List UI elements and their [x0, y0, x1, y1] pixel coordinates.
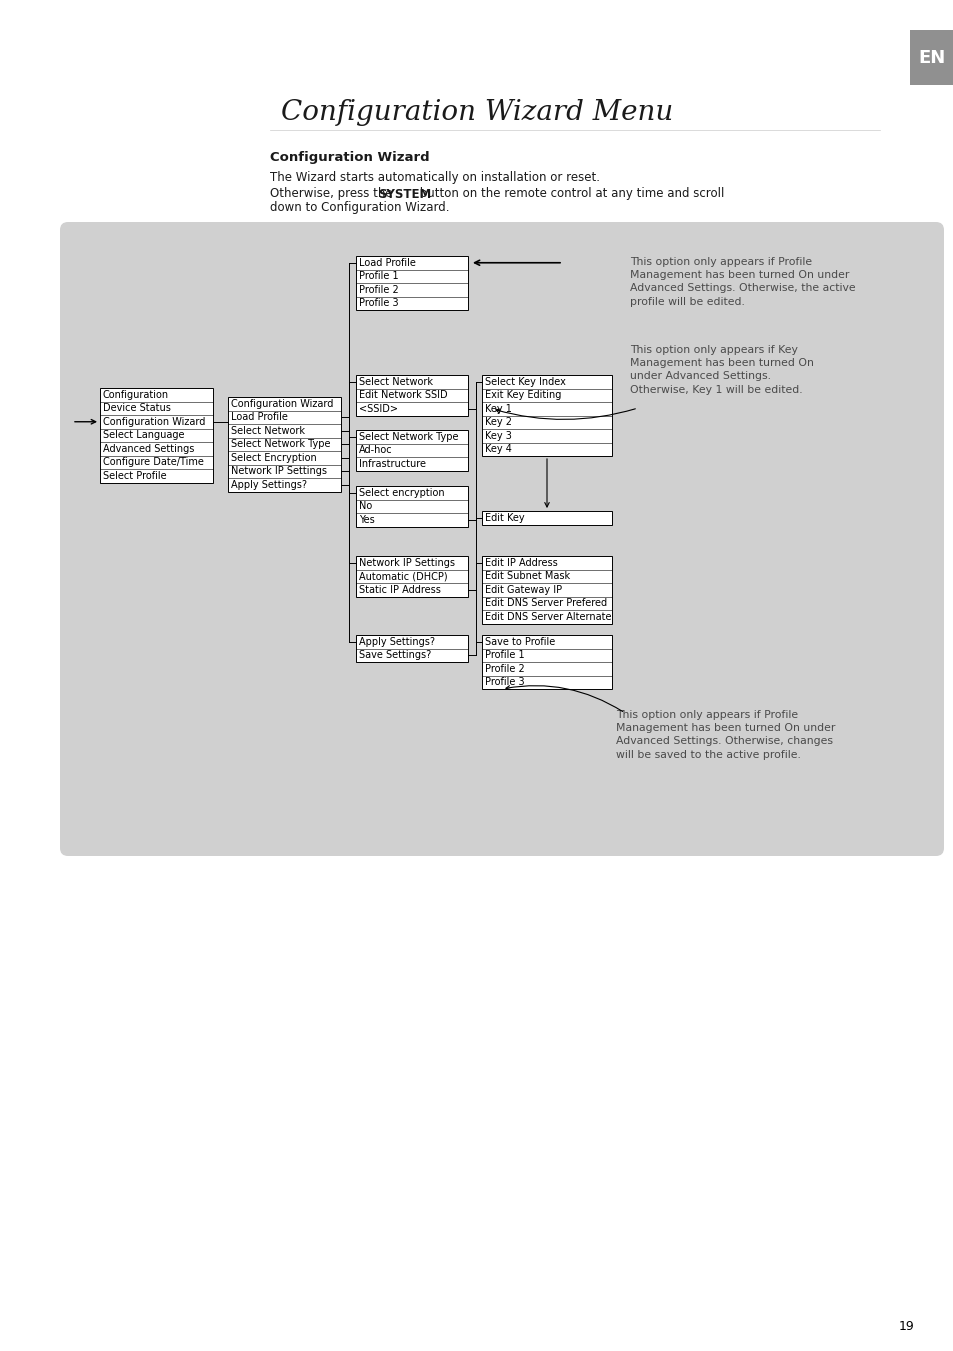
Bar — [355, 430, 468, 470]
Text: Yes: Yes — [358, 515, 375, 524]
Text: Select Network Type: Select Network Type — [358, 432, 458, 442]
Text: This option only appears if Key
Management has been turned On
under Advanced Set: This option only appears if Key Manageme… — [629, 345, 813, 394]
Text: Edit DNS Server Prefered: Edit DNS Server Prefered — [484, 598, 606, 608]
Text: Edit IP Address: Edit IP Address — [484, 558, 558, 567]
Text: <SSID>: <SSID> — [358, 404, 397, 413]
Text: Profile 2: Profile 2 — [358, 285, 398, 295]
Text: Otherwise, press the: Otherwise, press the — [270, 188, 395, 200]
Text: Profile 3: Profile 3 — [484, 677, 524, 688]
Text: Edit Subnet Mask: Edit Subnet Mask — [484, 571, 570, 581]
Text: Profile 1: Profile 1 — [358, 272, 398, 281]
Text: This option only appears if Profile
Management has been turned On under
Advanced: This option only appears if Profile Mana… — [616, 711, 835, 759]
Text: Configuration Wizard: Configuration Wizard — [103, 416, 205, 427]
Text: SYSTEM: SYSTEM — [377, 188, 431, 200]
Text: Save to Profile: Save to Profile — [484, 636, 555, 647]
Bar — [355, 486, 468, 527]
Text: Key 1: Key 1 — [484, 404, 512, 413]
Text: Profile 3: Profile 3 — [358, 299, 398, 308]
Bar — [355, 255, 468, 309]
Text: Device Status: Device Status — [103, 403, 171, 413]
Bar — [481, 511, 612, 524]
FancyBboxPatch shape — [60, 222, 943, 857]
Bar — [355, 376, 468, 416]
Text: Configure Date/Time: Configure Date/Time — [103, 457, 204, 467]
Text: Configuration Wizard Menu: Configuration Wizard Menu — [280, 99, 673, 126]
Bar — [355, 635, 468, 662]
Text: Configuration: Configuration — [103, 389, 169, 400]
Text: Automatic (DHCP): Automatic (DHCP) — [358, 571, 447, 581]
Bar — [100, 388, 213, 482]
Text: Profile 1: Profile 1 — [484, 650, 524, 661]
Text: Select Network: Select Network — [358, 377, 433, 386]
Text: Select Network: Select Network — [231, 426, 305, 436]
Text: Configuration Wizard: Configuration Wizard — [270, 151, 429, 165]
Text: Select Language: Select Language — [103, 430, 184, 440]
Text: Edit DNS Server Alternate: Edit DNS Server Alternate — [484, 612, 611, 621]
Bar — [481, 376, 612, 457]
Text: Ad-hoc: Ad-hoc — [358, 446, 393, 455]
Bar — [481, 557, 612, 624]
Bar — [481, 635, 612, 689]
Text: No: No — [358, 501, 372, 511]
Text: Edit Gateway IP: Edit Gateway IP — [484, 585, 561, 594]
Text: Edit Network SSID: Edit Network SSID — [358, 390, 447, 400]
Text: Exit Key Editing: Exit Key Editing — [484, 390, 560, 400]
Text: Infrastructure: Infrastructure — [358, 459, 426, 469]
Text: Network IP Settings: Network IP Settings — [231, 466, 327, 477]
Text: Select Network Type: Select Network Type — [231, 439, 330, 450]
Bar — [228, 397, 340, 492]
Text: Select Encryption: Select Encryption — [231, 453, 316, 463]
Text: Apply Settings?: Apply Settings? — [231, 480, 307, 490]
Text: Select Profile: Select Profile — [103, 470, 167, 481]
Text: EN: EN — [918, 49, 944, 68]
Text: button on the remote control at any time and scroll: button on the remote control at any time… — [416, 188, 723, 200]
Text: Apply Settings?: Apply Settings? — [358, 636, 435, 647]
Text: down to Configuration Wizard.: down to Configuration Wizard. — [270, 201, 449, 215]
Text: Load Profile: Load Profile — [231, 412, 288, 423]
Text: Select Key Index: Select Key Index — [484, 377, 565, 386]
Text: Load Profile: Load Profile — [358, 258, 416, 267]
Text: Static IP Address: Static IP Address — [358, 585, 440, 594]
Text: 19: 19 — [898, 1320, 913, 1332]
Bar — [355, 557, 468, 597]
Text: The Wizard starts automatically on installation or reset.: The Wizard starts automatically on insta… — [270, 172, 599, 185]
Text: Edit Key: Edit Key — [484, 513, 524, 523]
Text: Key 2: Key 2 — [484, 417, 512, 427]
Text: Key 3: Key 3 — [484, 431, 512, 440]
Text: Save Settings?: Save Settings? — [358, 650, 431, 661]
Text: Select encryption: Select encryption — [358, 488, 444, 497]
Text: Network IP Settings: Network IP Settings — [358, 558, 455, 567]
Text: This option only appears if Profile
Management has been turned On under
Advanced: This option only appears if Profile Mana… — [629, 257, 855, 307]
Text: Profile 2: Profile 2 — [484, 663, 524, 674]
Text: Configuration Wizard: Configuration Wizard — [231, 399, 333, 409]
Text: Key 4: Key 4 — [484, 444, 512, 454]
Bar — [909, 30, 953, 85]
Text: Advanced Settings: Advanced Settings — [103, 443, 194, 454]
